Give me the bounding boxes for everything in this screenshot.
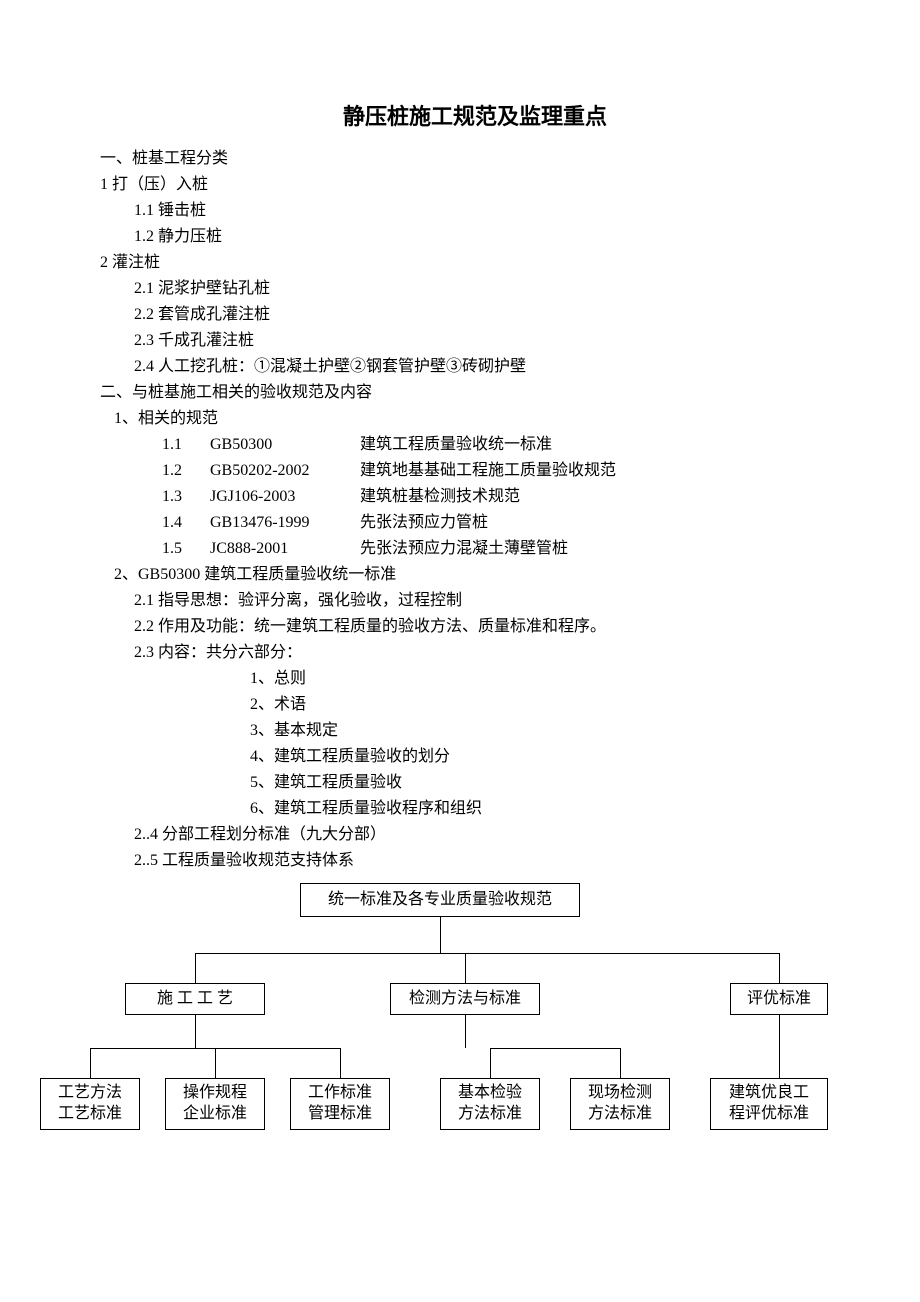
text-line: 1.1 锤击桩: [100, 199, 850, 223]
diagram-node: 基本检验方法标准: [440, 1078, 540, 1130]
text-line: 2..5 工程质量验收规范支持体系: [100, 849, 850, 873]
text-line: 1 打（压）入桩: [100, 173, 850, 197]
text-line: 4、建筑工程质量验收的划分: [100, 745, 850, 769]
section-heading: 一、桩基工程分类: [100, 147, 850, 171]
spec-row: 1.2GB50202-2002建筑地基基础工程施工质量验收规范: [100, 459, 850, 483]
text-line: 2..4 分部工程划分标准（九大分部）: [100, 823, 850, 847]
org-diagram: 统一标准及各专业质量验收规范施 工 工 艺检测方法与标准评优标准工艺方法工艺标准…: [70, 883, 830, 1143]
text-line: 2、GB50300 建筑工程质量验收统一标准: [100, 563, 850, 587]
spec-row: 1.3JGJ106-2003建筑桩基检测技术规范: [100, 485, 850, 509]
text-line: 2.3 千成孔灌注桩: [100, 329, 850, 353]
text-line: 1、总则: [100, 667, 850, 691]
text-line: 3、基本规定: [100, 719, 850, 743]
spec-row: 1.4GB13476-1999先张法预应力管桩: [100, 511, 850, 535]
text-line: 2.4 人工挖孔桩：①混凝土护壁②钢套管护壁③砖砌护壁: [100, 355, 850, 379]
text-line: 2.2 作用及功能：统一建筑工程质量的验收方法、质量标准和程序。: [100, 615, 850, 639]
diagram-node: 评优标准: [730, 983, 828, 1015]
diagram-node: 工作标准管理标准: [290, 1078, 390, 1130]
diagram-node: 工艺方法工艺标准: [40, 1078, 140, 1130]
text-line: 1、相关的规范: [100, 407, 850, 431]
spec-row: 1.5JC888-2001先张法预应力混凝土薄壁管桩: [100, 537, 850, 561]
page-title: 静压桩施工规范及监理重点: [100, 100, 850, 133]
spec-row: 1.1GB50300建筑工程质量验收统一标准: [100, 433, 850, 457]
text-line: 2.1 泥浆护壁钻孔桩: [100, 277, 850, 301]
text-line: 2 灌注桩: [100, 251, 850, 275]
text-line: 5、建筑工程质量验收: [100, 771, 850, 795]
text-line: 2.3 内容：共分六部分：: [100, 641, 850, 665]
section-heading: 二、与桩基施工相关的验收规范及内容: [100, 381, 850, 405]
text-line: 2.2 套管成孔灌注桩: [100, 303, 850, 327]
text-line: 2、术语: [100, 693, 850, 717]
diagram-node: 施 工 工 艺: [125, 983, 265, 1015]
text-line: 2.1 指导思想：验评分离，强化验收，过程控制: [100, 589, 850, 613]
diagram-node: 操作规程企业标准: [165, 1078, 265, 1130]
diagram-node: 建筑优良工程评优标准: [710, 1078, 828, 1130]
text-line: 6、建筑工程质量验收程序和组织: [100, 797, 850, 821]
diagram-node: 检测方法与标准: [390, 983, 540, 1015]
diagram-node: 现场检测方法标准: [570, 1078, 670, 1130]
text-line: 1.2 静力压桩: [100, 225, 850, 249]
diagram-node: 统一标准及各专业质量验收规范: [300, 883, 580, 917]
